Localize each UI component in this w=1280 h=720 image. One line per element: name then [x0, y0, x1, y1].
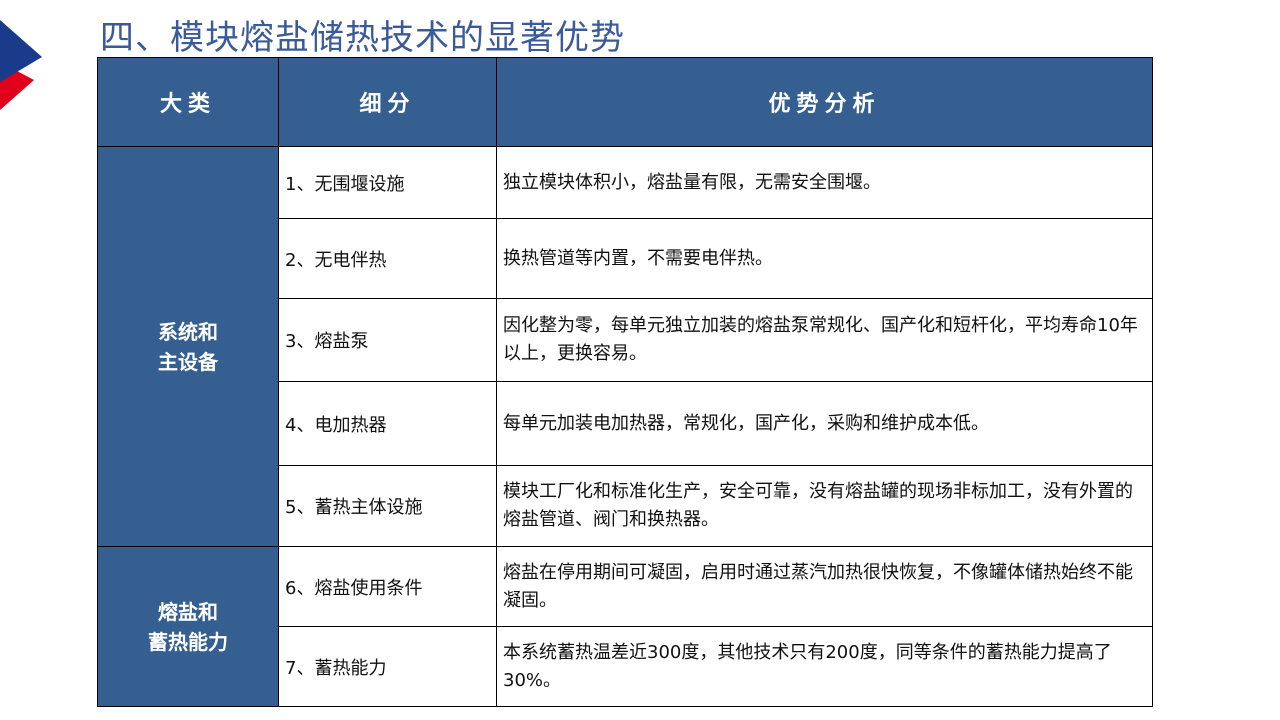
table-row: 4、电加热器 每单元加装电加热器，常规化，国产化，采购和维护成本低。 — [98, 381, 1153, 466]
analysis-cell: 因化整为零，每单元独立加装的熔盐泵常规化、国产化和短杆化，平均寿命10年以上，更… — [496, 298, 1153, 382]
table-row: 7、蓄热能力 本系统蓄热温差近300度，其他技术只有200度，同等条件的蓄热能力… — [98, 626, 1153, 707]
header-analysis: 优势分析 — [496, 57, 1153, 147]
logo-icon — [0, 20, 42, 110]
analysis-cell: 每单元加装电加热器，常规化，国产化，采购和维护成本低。 — [496, 381, 1153, 466]
category-cell: 熔盐和 蓄热能力 — [97, 546, 279, 707]
advantages-table: 大类 细分 优势分析 系统和 主设备 1、无围堰设施 独立模块体积小，熔盐量有限，… — [97, 57, 1153, 707]
analysis-cell: 换热管道等内置，不需要电伴热。 — [496, 218, 1153, 299]
subcategory-cell: 6、熔盐使用条件 — [278, 546, 497, 627]
header-row: 大类 细分 优势分析 — [97, 57, 1153, 147]
analysis-cell: 熔盐在停用期间可凝固，启用时通过蒸汽加热很快恢复，不像罐体储热始终不能凝固。 — [496, 546, 1153, 627]
subcategory-cell: 2、无电伴热 — [278, 218, 497, 299]
subcategory-cell: 7、蓄热能力 — [278, 626, 497, 707]
analysis-cell: 独立模块体积小，熔盐量有限，无需安全围堰。 — [496, 146, 1153, 219]
analysis-cell: 模块工厂化和标准化生产，安全可靠，没有熔盐罐的现场非标加工，没有外置的熔盐管道、… — [496, 465, 1153, 547]
category-cell: 系统和 主设备 — [97, 146, 279, 547]
subcategory-cell: 4、电加热器 — [278, 381, 497, 466]
table-row: 熔盐和 蓄热能力 6、熔盐使用条件 熔盐在停用期间可凝固，启用时通过蒸汽加热很快恢… — [97, 546, 1153, 707]
subcategory-cell: 5、蓄热主体设施 — [278, 465, 497, 547]
header-category: 大类 — [97, 57, 279, 147]
analysis-cell: 本系统蓄热温差近300度，其他技术只有200度，同等条件的蓄热能力提高了30%。 — [496, 626, 1153, 707]
table-row: 5、蓄热主体设施 模块工厂化和标准化生产，安全可靠，没有熔盐罐的现场非标加工，没… — [98, 465, 1153, 547]
subcategory-cell: 1、无围堰设施 — [278, 146, 497, 219]
header-subcategory: 细分 — [278, 57, 497, 147]
table-row: 2、无电伴热 换热管道等内置，不需要电伴热。 — [98, 218, 1153, 299]
page-title: 四、模块熔盐储热技术的显著优势 — [100, 18, 625, 58]
table-row: 系统和 主设备 1、无围堰设施 独立模块体积小，熔盐量有限，无需安全围堰。 — [97, 146, 1153, 547]
subcategory-cell: 3、熔盐泵 — [278, 298, 497, 382]
